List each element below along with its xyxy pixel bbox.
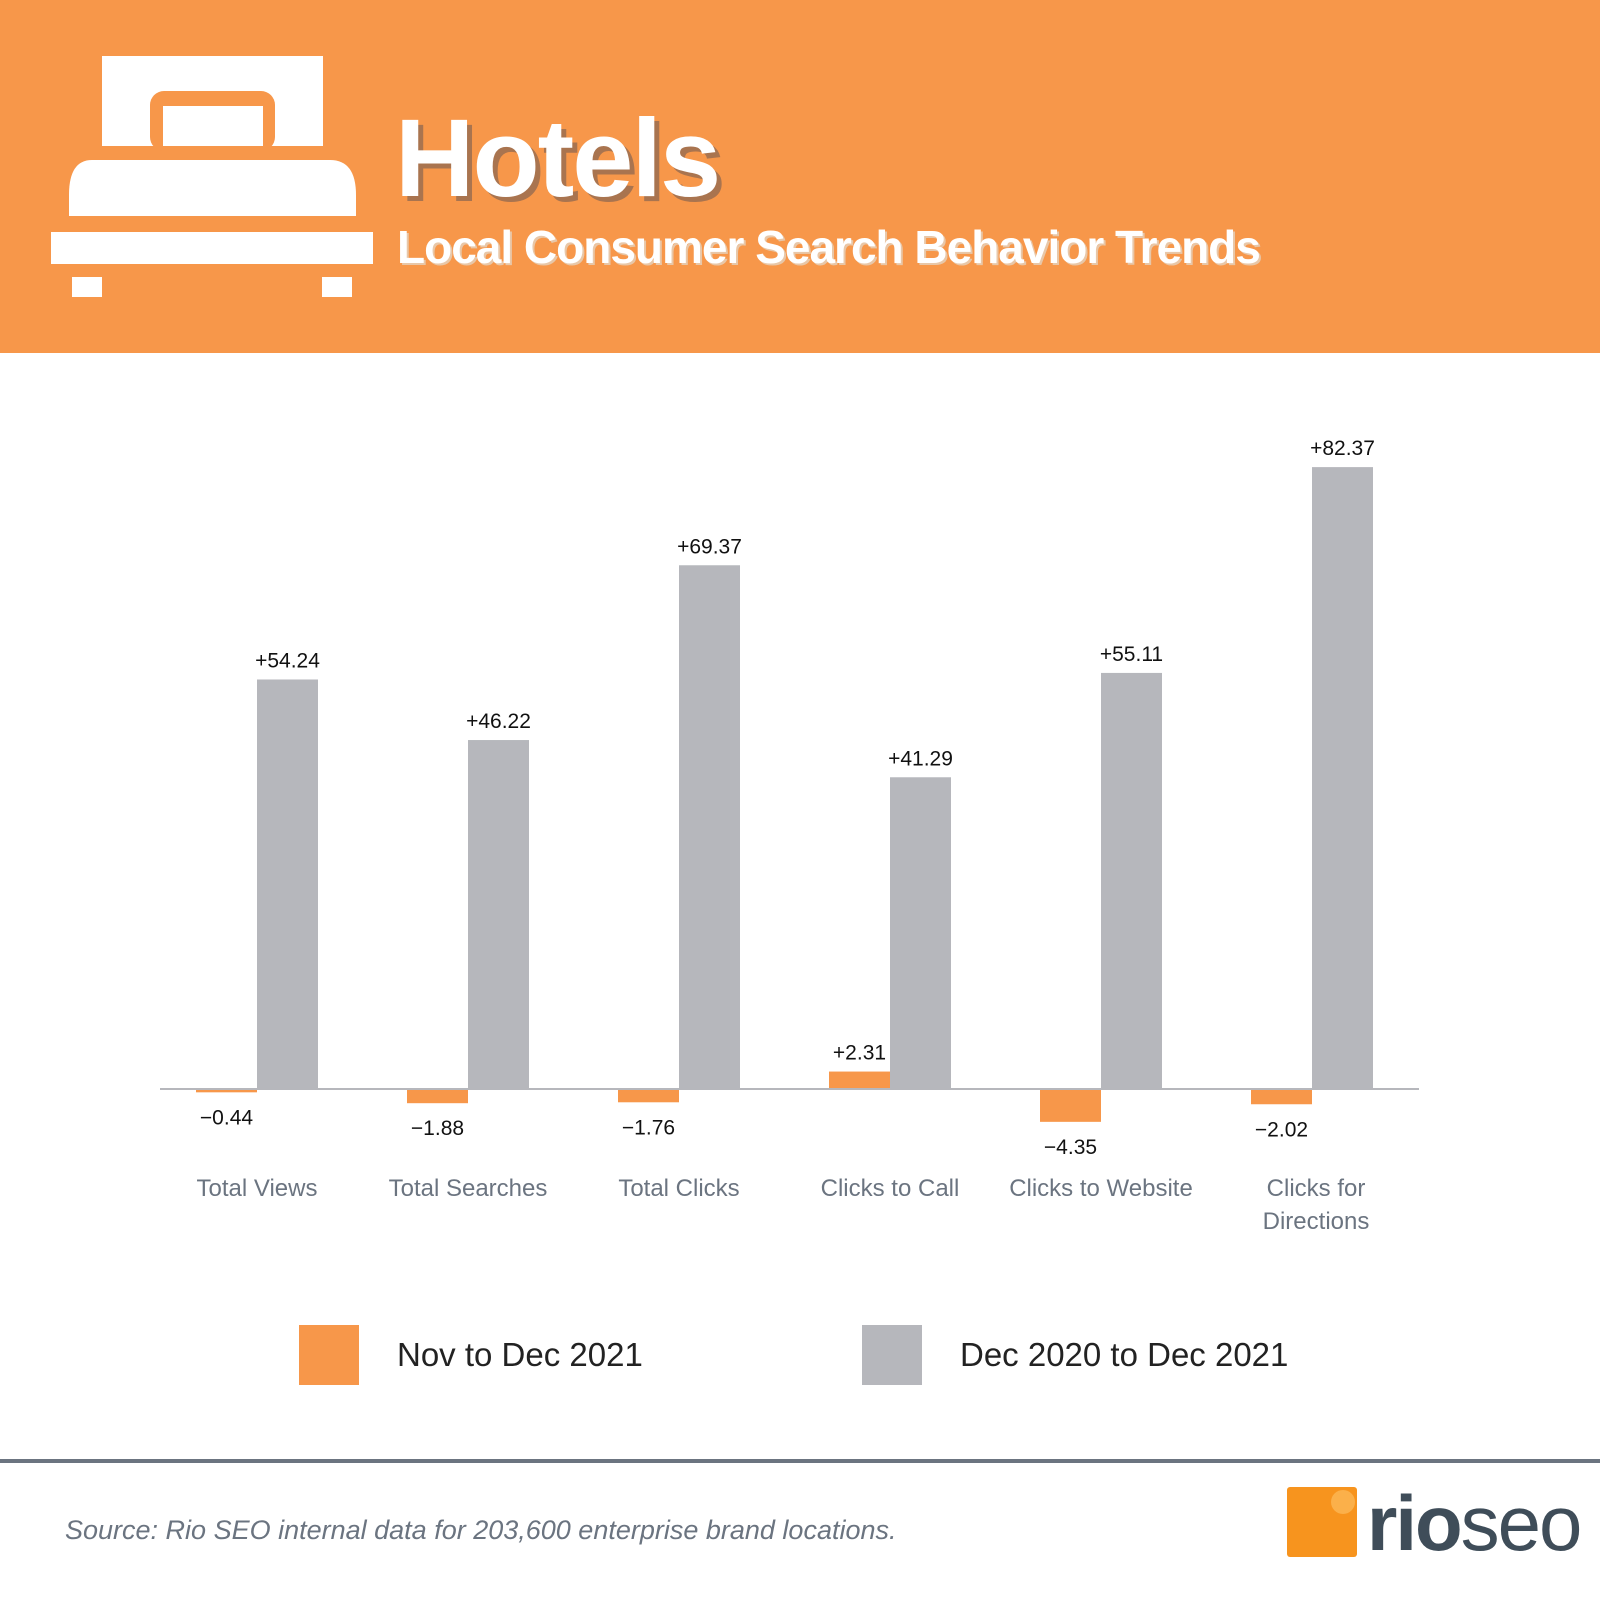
category-label: Total Views (197, 1175, 318, 1202)
category-label: Directions (1263, 1208, 1370, 1235)
bar (468, 740, 529, 1089)
category-label: Clicks for (1267, 1175, 1366, 1202)
bar (1040, 1089, 1101, 1122)
category-label: Clicks to Call (821, 1175, 960, 1202)
data-label: +69.37 (677, 535, 742, 558)
bar (196, 1089, 257, 1093)
category-label: Total Searches (389, 1175, 548, 1202)
data-label: +2.31 (833, 1042, 886, 1065)
bar (257, 679, 318, 1089)
legend-swatch-gray (862, 1325, 922, 1385)
bar (407, 1089, 468, 1104)
data-label: −1.88 (411, 1117, 464, 1140)
data-label: +54.24 (255, 649, 320, 672)
rio-seo-logo-icon (1287, 1487, 1357, 1557)
page-subtitle: Local Consumer Search Behavior Trends (397, 221, 1261, 273)
legend-label: Dec 2020 to Dec 2021 (960, 1336, 1289, 1373)
data-label: −4.35 (1044, 1136, 1097, 1159)
legend-item-yoy: Dec 2020 to Dec 2021 (862, 1325, 1288, 1385)
data-label: +82.37 (1310, 437, 1375, 460)
page-title: Hotels (395, 97, 721, 220)
rio-seo-logo: rioseo (1367, 1479, 1582, 1567)
bar (890, 777, 951, 1089)
bar (679, 565, 740, 1089)
footer-divider (0, 1459, 1600, 1463)
data-label: +55.11 (1100, 643, 1163, 666)
category-label: Total Clicks (618, 1175, 739, 1202)
data-label: −0.44 (200, 1106, 253, 1129)
data-label: +46.22 (466, 710, 531, 733)
source-note: Source: Rio SEO internal data for 203,60… (65, 1515, 897, 1545)
bar-chart: −0.44 +54.24 Total Views −1.88 +46.22 Total S… (160, 437, 1419, 1235)
data-label: −2.02 (1255, 1118, 1308, 1141)
bar (618, 1089, 679, 1103)
legend-item-nov-dec: Nov to Dec 2021 (299, 1325, 643, 1385)
bed-icon (51, 56, 373, 297)
data-label: −1.76 (622, 1116, 675, 1139)
header-banner: Hotels Local Consumer Search Behavior Tr… (0, 0, 1600, 353)
category-label: Clicks to Website (1009, 1175, 1193, 1202)
legend-label: Nov to Dec 2021 (397, 1336, 643, 1373)
bar (1312, 467, 1373, 1089)
legend-swatch-orange (299, 1325, 359, 1385)
bar (829, 1071, 890, 1089)
data-label: +41.29 (888, 747, 953, 770)
bar (1101, 672, 1162, 1089)
bar (1251, 1089, 1312, 1105)
